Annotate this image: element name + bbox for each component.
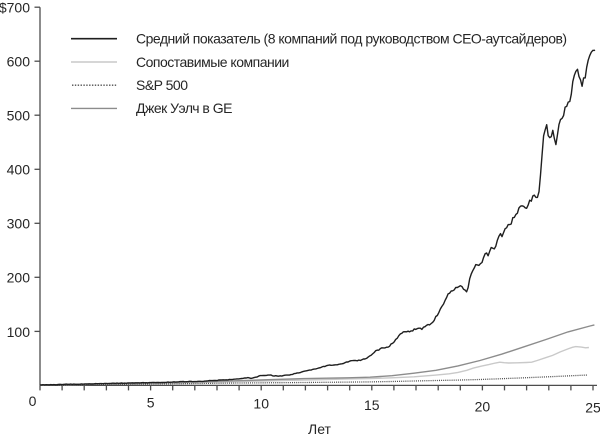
svg-text:S&P 500: S&P 500 (136, 77, 188, 93)
svg-text:500: 500 (7, 108, 31, 124)
svg-text:300: 300 (7, 216, 31, 232)
svg-text:Средний показатель (8 компаний: Средний показатель (8 компаний под руков… (136, 31, 567, 47)
svg-text:20: 20 (475, 398, 491, 414)
svg-text:25: 25 (585, 399, 600, 415)
svg-text:100: 100 (7, 324, 31, 340)
svg-text:$700: $700 (0, 0, 30, 16)
svg-text:5: 5 (147, 394, 155, 410)
svg-text:15: 15 (364, 397, 380, 413)
svg-text:Сопоставимые компании: Сопоставимые компании (136, 54, 289, 70)
svg-text:Лет: Лет (308, 421, 332, 435)
svg-text:0: 0 (29, 393, 37, 409)
svg-text:600: 600 (7, 54, 31, 70)
svg-text:10: 10 (253, 396, 269, 412)
svg-text:400: 400 (7, 162, 31, 178)
svg-text:Джек Уэлч в GE: Джек Уэлч в GE (136, 100, 232, 116)
svg-text:200: 200 (7, 270, 31, 286)
